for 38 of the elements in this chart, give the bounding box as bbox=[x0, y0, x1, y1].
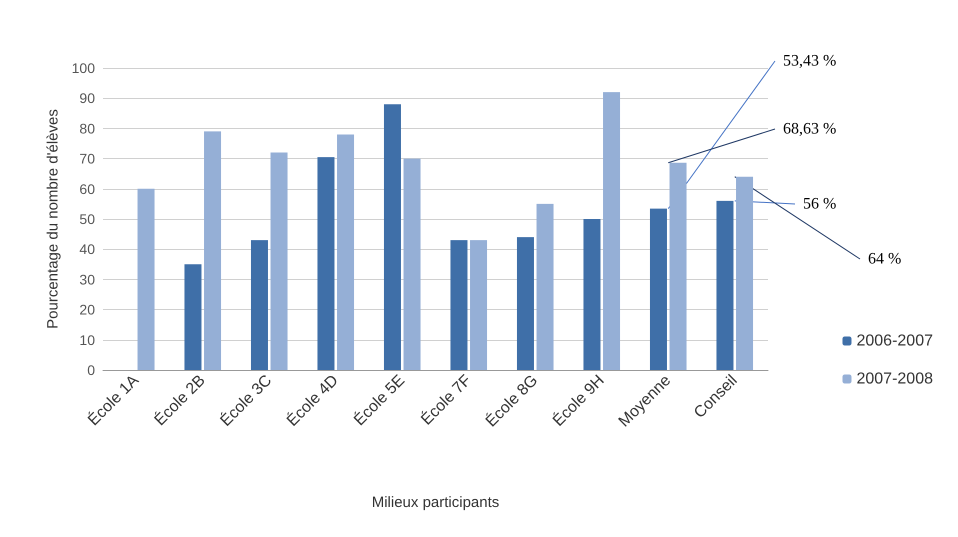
bar bbox=[270, 152, 288, 370]
bar bbox=[516, 237, 534, 370]
bar bbox=[404, 158, 421, 370]
y-tick-label: 90 bbox=[79, 90, 96, 106]
x-axis-title: Milieux participants bbox=[372, 494, 500, 511]
legend-label: 2007-2008 bbox=[856, 370, 934, 388]
bar bbox=[603, 92, 620, 370]
y-axis-title: Pourcentage du nombre d'élèves bbox=[44, 109, 62, 329]
bar bbox=[536, 204, 554, 370]
legend-label: 2006-2007 bbox=[856, 332, 934, 350]
y-tick-label: 10 bbox=[79, 332, 96, 348]
y-tick-label: 80 bbox=[79, 120, 96, 136]
bar bbox=[670, 162, 687, 370]
y-tick-label: 50 bbox=[79, 211, 96, 227]
bar bbox=[650, 208, 667, 370]
annotation: 56 % bbox=[803, 196, 836, 212]
annotation: 68,63 % bbox=[783, 120, 836, 138]
y-tick-label: 20 bbox=[79, 302, 96, 318]
bar bbox=[583, 219, 600, 370]
bar bbox=[736, 176, 754, 370]
bar bbox=[317, 157, 334, 370]
y-tick-label: 0 bbox=[87, 362, 96, 378]
bar bbox=[138, 188, 155, 370]
y-tick-label: 40 bbox=[79, 241, 96, 258]
bar bbox=[450, 240, 468, 370]
annotation: 53,43 % bbox=[783, 52, 836, 70]
y-tick-label: 70 bbox=[79, 150, 96, 167]
bar bbox=[337, 134, 354, 370]
bar bbox=[184, 264, 202, 370]
bar bbox=[204, 131, 222, 370]
annotation: 64 % bbox=[868, 250, 902, 268]
y-tick-label: 100 bbox=[72, 60, 96, 76]
bar bbox=[470, 240, 488, 370]
bar bbox=[384, 104, 401, 370]
y-tick-label: 60 bbox=[79, 180, 96, 197]
bar bbox=[716, 200, 734, 370]
bar bbox=[250, 240, 268, 370]
y-tick-label: 30 bbox=[79, 271, 96, 288]
